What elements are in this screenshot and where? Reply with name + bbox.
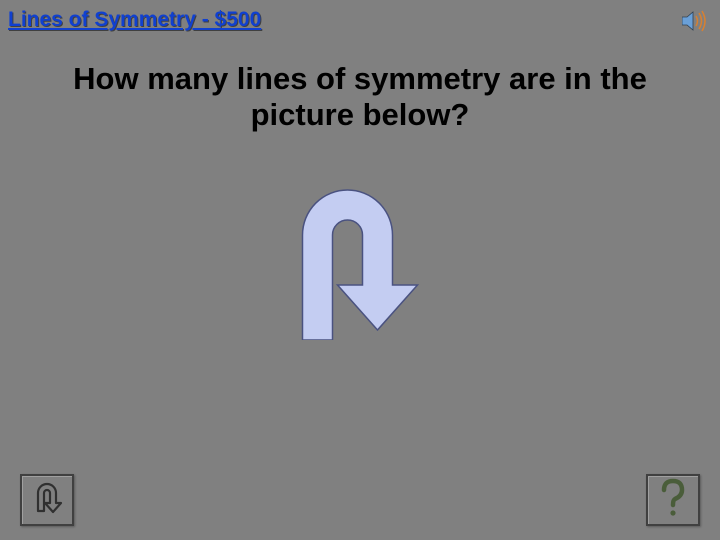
- help-button[interactable]: [646, 474, 700, 526]
- slide-header: Lines of Symmetry - $500: [0, 0, 720, 41]
- slide-title: Lines of Symmetry - $500: [8, 8, 261, 32]
- u-turn-arrow-graphic: [283, 170, 438, 345]
- question-text: How many lines of symmetry are in the pi…: [0, 41, 720, 132]
- question-mark-icon: [656, 478, 690, 523]
- sound-icon[interactable]: [682, 10, 708, 37]
- back-button[interactable]: [20, 474, 74, 526]
- u-turn-small-icon: [28, 479, 66, 522]
